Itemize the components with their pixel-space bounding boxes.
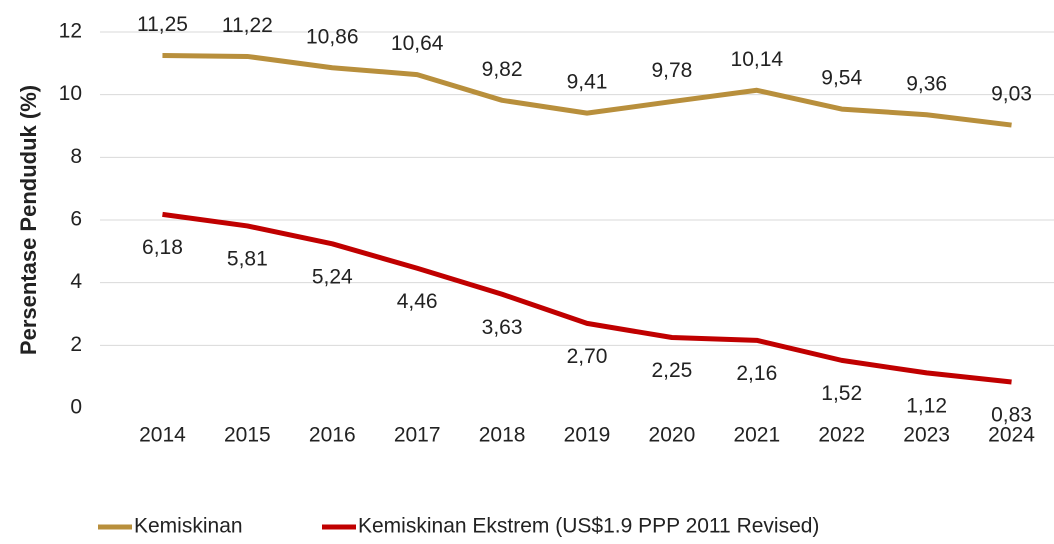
- data-label: 1,52: [821, 382, 862, 405]
- data-label: 2,16: [736, 362, 777, 385]
- data-label: 0,83: [991, 404, 1032, 427]
- data-label: 9,78: [651, 59, 692, 82]
- data-label: 11,22: [222, 14, 273, 37]
- x-tick-label: 2021: [733, 424, 780, 447]
- x-tick-label: 2024: [988, 424, 1035, 447]
- data-label: 1,12: [906, 394, 947, 417]
- y-tick-label: 4: [70, 270, 82, 293]
- x-tick-label: 2015: [224, 424, 271, 447]
- data-label: 4,46: [397, 290, 438, 313]
- legend-label: Kemiskinan Ekstrem (US$1.9 PPP 2011 Revi…: [358, 515, 819, 538]
- y-tick-label: 6: [70, 208, 82, 231]
- data-label: 10,86: [306, 25, 359, 48]
- x-tick-label: 2014: [139, 424, 186, 447]
- data-label: 9,54: [821, 67, 862, 90]
- y-tick-label: 2: [70, 333, 82, 356]
- data-label: 11,25: [137, 13, 188, 36]
- y-tick-label: 0: [70, 396, 82, 419]
- data-label: 10,14: [731, 48, 784, 71]
- x-tick-label: 2020: [649, 424, 696, 447]
- x-tick-label: 2018: [479, 424, 526, 447]
- data-label: 9,36: [906, 72, 947, 95]
- data-label: 5,81: [227, 248, 268, 271]
- x-tick-label: 2019: [564, 424, 611, 447]
- data-label: 9,03: [991, 83, 1032, 106]
- x-tick-label: 2023: [903, 424, 950, 447]
- x-tick-label: 2017: [394, 424, 441, 447]
- series-line: [162, 53, 1012, 128]
- data-label: 9,41: [567, 71, 608, 94]
- data-label: 10,64: [391, 32, 444, 55]
- series-line: [162, 211, 1012, 385]
- x-tick-label: 2022: [818, 424, 865, 447]
- legend-label: Kemiskinan: [134, 515, 243, 538]
- x-tick-label: 2016: [309, 424, 356, 447]
- data-label: 5,24: [312, 265, 353, 288]
- data-label: 2,70: [567, 345, 608, 368]
- y-tick-label: 12: [59, 20, 82, 43]
- data-label: 2,25: [651, 359, 692, 382]
- y-tick-label: 8: [70, 145, 82, 168]
- y-tick-label: 10: [59, 82, 82, 105]
- y-axis-label: Persentase Penduduk (%): [16, 85, 41, 355]
- data-label: 6,18: [142, 236, 183, 259]
- data-label: 9,82: [482, 58, 523, 81]
- data-label: 3,63: [482, 316, 523, 339]
